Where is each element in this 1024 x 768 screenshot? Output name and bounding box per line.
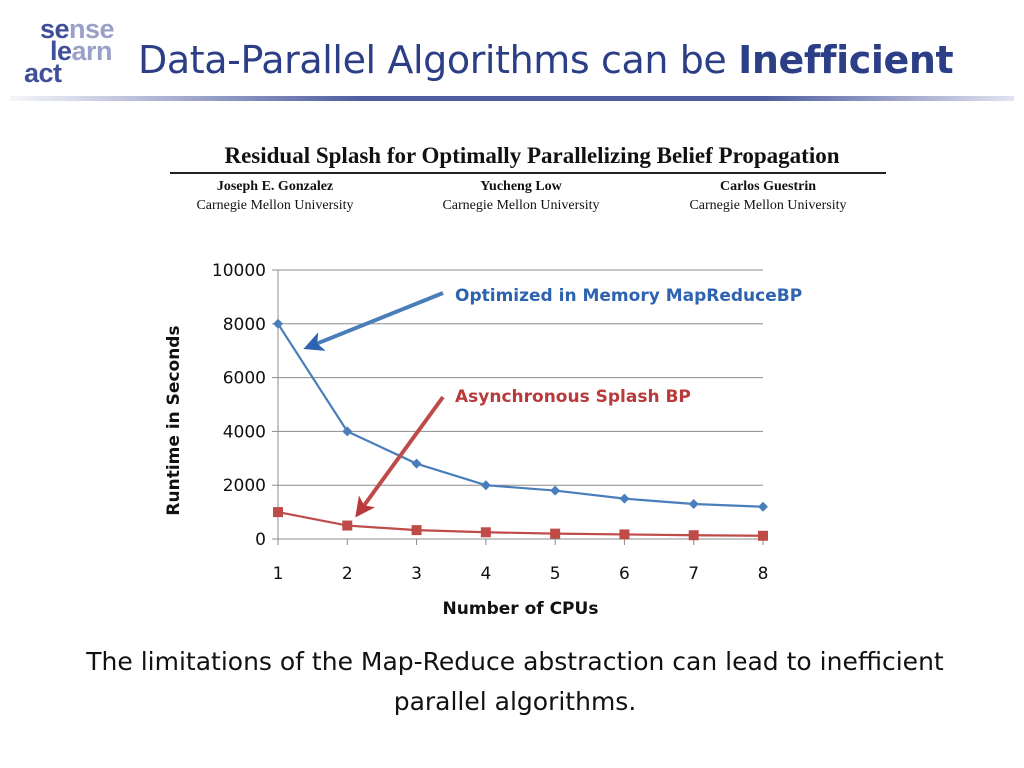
- paper-author: Yucheng Low Carnegie Mellon University: [416, 177, 626, 215]
- paper-title-rule: [170, 172, 886, 174]
- data-point: [550, 485, 561, 496]
- data-point: [758, 501, 768, 512]
- annotation-arrow: [303, 291, 444, 351]
- data-point: [342, 520, 353, 531]
- sense-learn-act-logo: sense learn act: [22, 14, 132, 92]
- y-tick-label: 10000: [212, 261, 266, 281]
- y-tick-label: 6000: [223, 369, 266, 389]
- y-tick-label: 2000: [223, 476, 266, 496]
- paper-title: Residual Splash for Optimally Paralleliz…: [224, 143, 840, 168]
- data-point: [411, 458, 422, 469]
- x-tick-label: 8: [758, 564, 769, 584]
- author-affiliation: Carnegie Mellon University: [196, 198, 354, 213]
- logo-text: arn: [71, 36, 113, 66]
- data-point: [480, 527, 491, 538]
- data-point: [688, 530, 699, 541]
- data-point: [619, 493, 630, 504]
- data-point: [758, 530, 768, 541]
- logo-text: act: [24, 58, 62, 88]
- annotation-label: Asynchronous Splash BP: [455, 387, 691, 407]
- y-axis-label: Runtime in Seconds: [164, 325, 184, 515]
- logo-line-2: learn: [50, 36, 113, 66]
- x-tick-label: 7: [688, 564, 699, 584]
- series-line: [277, 511, 764, 537]
- slide-title-regular: Data-Parallel Algorithms can be: [138, 38, 739, 82]
- x-tick-label: 3: [411, 564, 422, 584]
- x-tick-label: 5: [550, 564, 561, 584]
- logo-text: se: [40, 14, 70, 44]
- data-point: [411, 525, 422, 536]
- slide-caption: The limitations of the Map-Reduce abstra…: [86, 647, 944, 716]
- x-tick-label: 2: [342, 564, 353, 584]
- author-affiliation: Carnegie Mellon University: [689, 198, 847, 213]
- paper-author: Carlos Guestrin Carnegie Mellon Universi…: [663, 177, 873, 215]
- data-point: [480, 480, 491, 491]
- x-tick-label: 4: [480, 564, 491, 584]
- x-axis-label: Number of CPUs: [443, 599, 599, 619]
- paper-author: Joseph E. Gonzalez Carnegie Mellon Unive…: [170, 177, 380, 215]
- annotation-label: Optimized in Memory MapReduceBP: [455, 286, 802, 306]
- logo-line-3: act: [24, 60, 62, 87]
- x-tick-label: 6: [619, 564, 630, 584]
- x-tick-label: 1: [273, 564, 284, 584]
- logo-text: le: [50, 36, 72, 66]
- data-point: [550, 528, 561, 539]
- y-tick-label: 0: [255, 530, 266, 550]
- data-point: [342, 426, 353, 437]
- author-name: Carlos Guestrin: [719, 179, 817, 194]
- data-point: [619, 529, 630, 540]
- slide-title: Data-Parallel Algorithms can be Ineffici…: [138, 38, 954, 82]
- author-name: Yucheng Low: [480, 179, 562, 194]
- author-name: Joseph E. Gonzalez: [216, 179, 334, 194]
- data-point: [273, 318, 283, 329]
- title-underline: [10, 96, 1014, 101]
- logo-text: nse: [69, 14, 115, 44]
- y-tick-label: 4000: [223, 422, 266, 442]
- author-affiliation: Carnegie Mellon University: [442, 198, 600, 213]
- slide-title-bold: Inefficient: [738, 38, 954, 82]
- series-line: [277, 323, 764, 508]
- data-point: [273, 507, 283, 518]
- annotation-arrow: [355, 395, 445, 518]
- data-point: [688, 499, 699, 510]
- logo-line-1: sense: [40, 14, 115, 44]
- y-tick-label: 8000: [223, 315, 266, 335]
